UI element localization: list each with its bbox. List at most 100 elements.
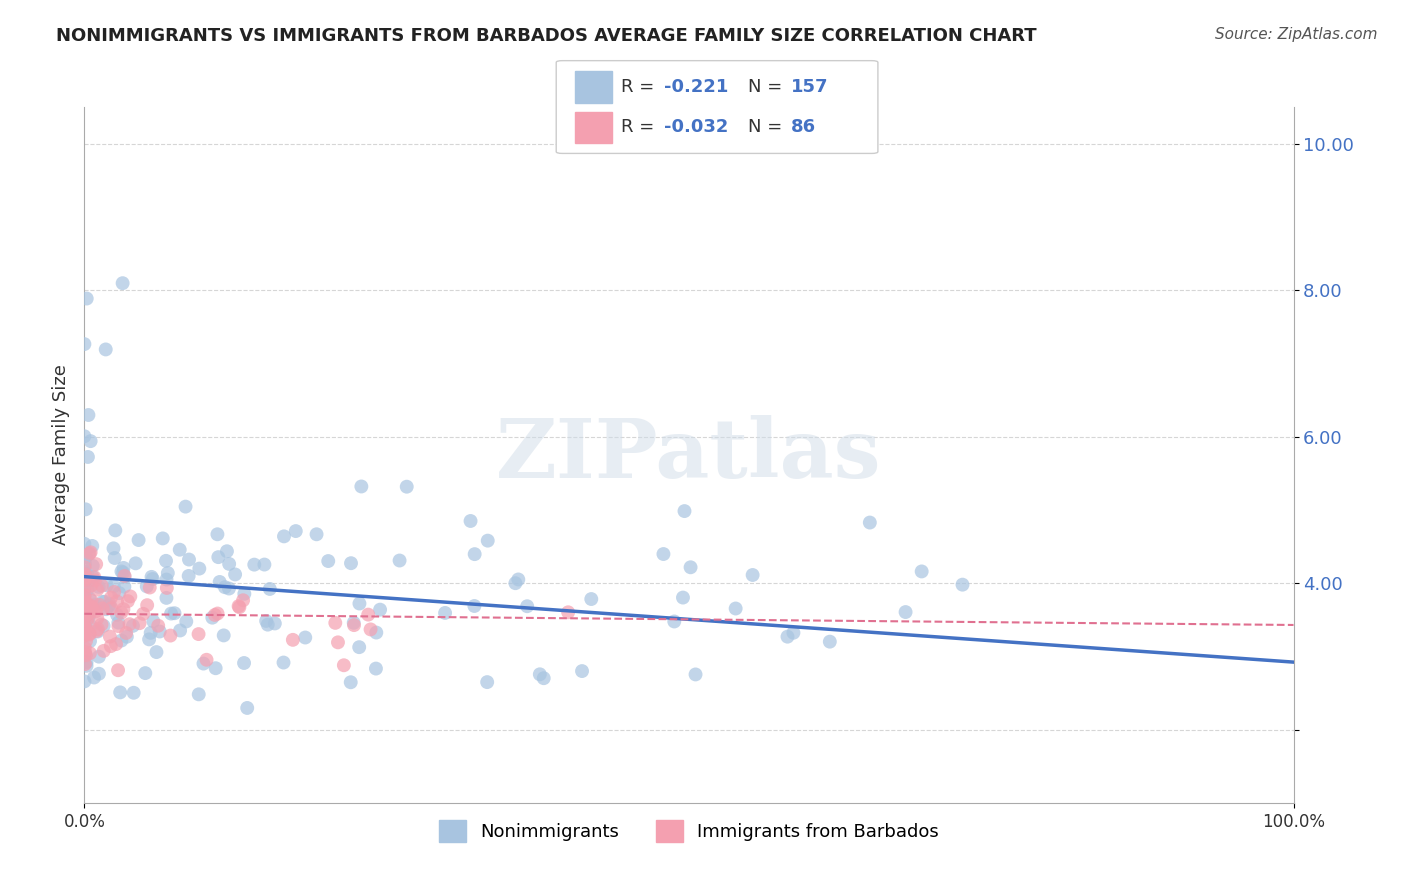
FancyBboxPatch shape [557, 61, 877, 153]
Immigrants from Barbados [112, 602, 135, 616]
Immigrants from Barbados [90, 579, 112, 593]
Nonimmigrants [75, 502, 97, 516]
Nonimmigrants [163, 606, 186, 620]
Nonimmigrants [112, 561, 135, 575]
Nonimmigrants [652, 547, 675, 561]
Immigrants from Barbados [100, 601, 122, 615]
Immigrants from Barbados [73, 600, 96, 615]
Bar [575, 112, 612, 143]
Immigrants from Barbados [105, 637, 128, 651]
Nonimmigrants [782, 625, 804, 640]
Nonimmigrants [124, 557, 146, 571]
Nonimmigrants [218, 557, 240, 571]
Nonimmigrants [103, 579, 125, 593]
Nonimmigrants [82, 539, 104, 553]
Bar [575, 71, 612, 103]
Nonimmigrants [368, 602, 391, 616]
Immigrants from Barbados [86, 624, 108, 638]
Nonimmigrants [93, 619, 115, 633]
Nonimmigrants [135, 579, 157, 593]
Nonimmigrants [316, 554, 339, 568]
Nonimmigrants [218, 582, 240, 596]
Immigrants from Barbados [73, 595, 96, 609]
Nonimmigrants [894, 605, 917, 619]
Immigrants from Barbados [195, 653, 218, 667]
Nonimmigrants [111, 276, 134, 290]
Nonimmigrants [350, 479, 373, 493]
Nonimmigrants [76, 582, 98, 597]
Nonimmigrants [73, 674, 96, 689]
Immigrants from Barbados [115, 626, 138, 640]
Nonimmigrants [91, 595, 114, 609]
Immigrants from Barbados [73, 560, 96, 574]
Nonimmigrants [177, 552, 200, 566]
Immigrants from Barbados [156, 581, 179, 595]
Nonimmigrants [224, 567, 246, 582]
Nonimmigrants [664, 615, 686, 629]
Nonimmigrants [233, 656, 256, 670]
Nonimmigrants [256, 617, 278, 632]
Nonimmigrants [77, 611, 100, 625]
Nonimmigrants [115, 630, 138, 644]
Immigrants from Barbados [73, 581, 96, 595]
Immigrants from Barbados [228, 600, 250, 615]
Nonimmigrants [79, 607, 101, 622]
Immigrants from Barbados [73, 600, 96, 615]
Immigrants from Barbados [79, 626, 101, 640]
Immigrants from Barbados [73, 621, 96, 635]
Nonimmigrants [673, 504, 696, 518]
Immigrants from Barbados [80, 594, 103, 608]
Nonimmigrants [73, 618, 96, 632]
Nonimmigrants [177, 569, 200, 583]
Nonimmigrants [110, 633, 132, 648]
Nonimmigrants [73, 537, 96, 551]
Immigrants from Barbados [100, 591, 122, 605]
Nonimmigrants [169, 624, 191, 638]
Nonimmigrants [83, 671, 105, 685]
Nonimmigrants [571, 664, 593, 678]
Immigrants from Barbados [79, 646, 101, 660]
Text: N =: N = [748, 118, 787, 136]
Immigrants from Barbados [73, 657, 96, 671]
Immigrants from Barbados [75, 570, 97, 584]
Immigrants from Barbados [360, 623, 382, 637]
Nonimmigrants [349, 597, 371, 611]
Nonimmigrants [339, 675, 361, 690]
Immigrants from Barbados [132, 607, 155, 621]
Nonimmigrants [215, 544, 238, 558]
Nonimmigrants [112, 566, 135, 580]
Immigrants from Barbados [80, 578, 103, 592]
Nonimmigrants [208, 574, 231, 589]
Nonimmigrants [187, 687, 209, 701]
Nonimmigrants [305, 527, 328, 541]
Immigrants from Barbados [100, 639, 122, 653]
Immigrants from Barbados [326, 635, 349, 649]
Nonimmigrants [77, 408, 100, 422]
Nonimmigrants [679, 560, 702, 574]
Text: Source: ZipAtlas.com: Source: ZipAtlas.com [1215, 27, 1378, 42]
Nonimmigrants [87, 624, 110, 639]
Nonimmigrants [212, 628, 235, 642]
Nonimmigrants [388, 553, 411, 567]
Nonimmigrants [207, 550, 229, 565]
Nonimmigrants [169, 542, 191, 557]
Immigrants from Barbados [73, 622, 96, 636]
Text: N =: N = [748, 78, 787, 96]
Nonimmigrants [76, 655, 98, 669]
Nonimmigrants [236, 701, 259, 715]
Immigrants from Barbados [105, 594, 128, 608]
Nonimmigrants [75, 574, 97, 588]
Nonimmigrants [516, 599, 538, 614]
Nonimmigrants [859, 516, 882, 530]
Nonimmigrants [233, 587, 256, 601]
Nonimmigrants [273, 656, 295, 670]
Nonimmigrants [505, 576, 527, 591]
Immigrants from Barbados [98, 630, 121, 644]
Nonimmigrants [434, 606, 457, 620]
Nonimmigrants [138, 632, 160, 647]
Immigrants from Barbados [91, 601, 114, 615]
Immigrants from Barbados [73, 567, 96, 582]
Immigrants from Barbados [148, 618, 170, 632]
Nonimmigrants [347, 640, 370, 655]
Nonimmigrants [253, 558, 276, 572]
